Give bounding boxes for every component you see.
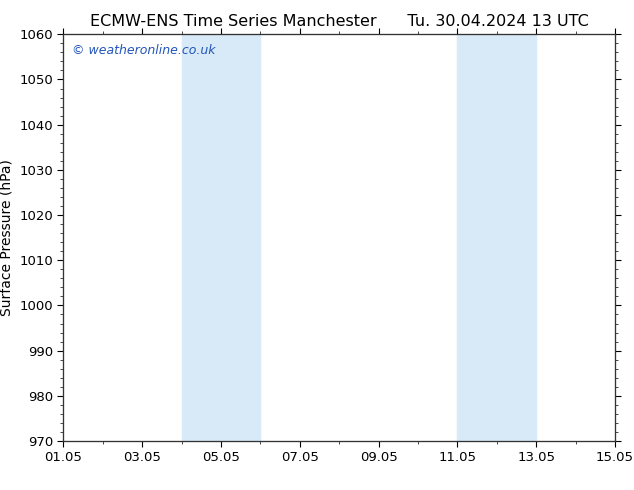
Y-axis label: Surface Pressure (hPa): Surface Pressure (hPa) [0,159,14,316]
Text: © weatheronline.co.uk: © weatheronline.co.uk [72,45,215,57]
Bar [181,34,261,441]
Bar [457,34,536,441]
Title: ECMW-ENS Time Series Manchester      Tu. 30.04.2024 13 UTC: ECMW-ENS Time Series Manchester Tu. 30.0… [90,14,588,29]
